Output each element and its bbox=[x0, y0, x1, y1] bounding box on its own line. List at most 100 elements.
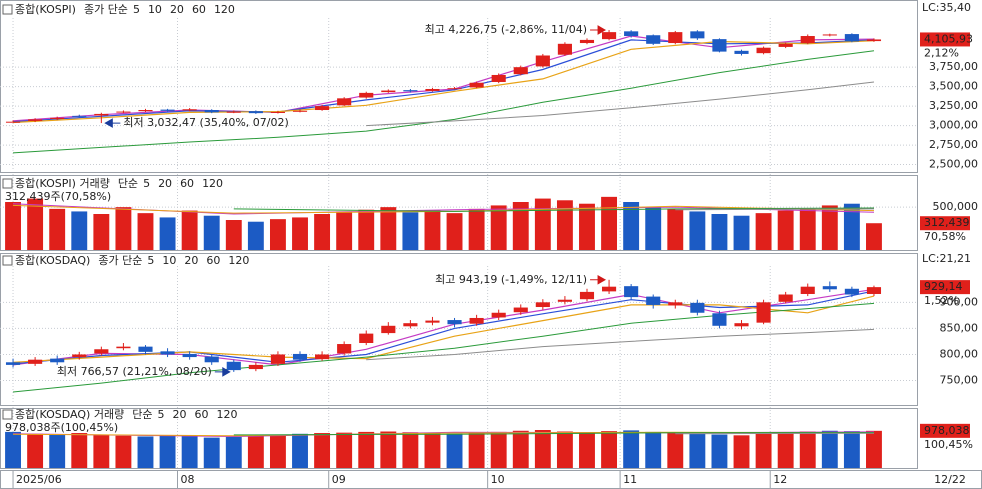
volume-bar bbox=[821, 205, 838, 250]
x-tick-label: 10 bbox=[491, 473, 505, 486]
candle-body bbox=[690, 31, 705, 39]
volume-bar bbox=[667, 432, 684, 468]
candle-body bbox=[535, 55, 550, 67]
volume-bar bbox=[490, 431, 507, 468]
candle-body bbox=[72, 115, 87, 117]
volume-average-line bbox=[233, 432, 875, 436]
volume-bar bbox=[5, 202, 21, 250]
candle-body bbox=[182, 109, 197, 111]
legend-item: 20 bbox=[158, 177, 172, 190]
candle-body bbox=[469, 82, 484, 88]
candle-body bbox=[535, 302, 550, 308]
y-tick-label: 850,00 bbox=[940, 321, 979, 334]
legend-prefix: 종가 단순 bbox=[98, 254, 142, 267]
legend-item: 60 bbox=[194, 408, 208, 421]
volume-bar bbox=[358, 209, 375, 250]
title-icon bbox=[2, 4, 13, 15]
volume-bar bbox=[358, 431, 375, 468]
volume-bar bbox=[402, 212, 419, 250]
last-value-box bbox=[920, 423, 970, 438]
moving-average-line bbox=[12, 50, 875, 154]
candle-body bbox=[72, 354, 87, 358]
candle-body bbox=[646, 35, 661, 44]
panel-frame bbox=[0, 253, 918, 406]
candle-body bbox=[756, 302, 771, 323]
volume-bar bbox=[225, 436, 242, 468]
volume-bar bbox=[5, 431, 21, 468]
legend-item: 120 bbox=[228, 254, 249, 267]
annotation: 최저 766,57 (21,21%, 08/20) bbox=[57, 365, 212, 378]
volume-bar bbox=[468, 208, 485, 250]
candle-body bbox=[866, 39, 882, 42]
moving-average-line bbox=[12, 302, 875, 393]
candle-body bbox=[712, 313, 727, 326]
candle-body bbox=[756, 47, 771, 54]
volume-bar bbox=[269, 219, 286, 250]
last-value-label: 978,038 bbox=[924, 424, 970, 437]
volume-bar bbox=[711, 214, 728, 250]
legend-item: 120 bbox=[216, 408, 237, 421]
legend-item: 60 bbox=[192, 3, 206, 16]
change-label: 70,58% bbox=[924, 230, 966, 243]
volume-bar bbox=[645, 207, 662, 250]
legend-item: 10 bbox=[148, 3, 162, 16]
candle-body bbox=[270, 354, 286, 364]
volume-value-label: 978,038주(100,45%) bbox=[5, 421, 118, 434]
lc-label: LC:35,40 bbox=[922, 1, 971, 14]
volume-bar bbox=[71, 433, 88, 468]
volume-bar bbox=[71, 211, 88, 250]
candle-body bbox=[50, 358, 65, 363]
volume-bar bbox=[579, 432, 595, 468]
candle-body bbox=[359, 333, 374, 343]
candle-body bbox=[94, 113, 109, 116]
candle-body bbox=[160, 351, 175, 355]
volume-bar bbox=[843, 431, 860, 468]
y-tick-label: 3,500,00 bbox=[929, 80, 978, 93]
candle-body bbox=[624, 31, 639, 37]
candle-body bbox=[403, 90, 418, 92]
candle-body bbox=[601, 32, 617, 40]
candle-body bbox=[359, 92, 374, 98]
x-tick-label: 09 bbox=[332, 473, 346, 486]
volume-bar bbox=[269, 434, 286, 468]
legend-item: 60 bbox=[180, 177, 194, 190]
x-tick-label: 08 bbox=[180, 473, 194, 486]
candle-body bbox=[425, 88, 440, 91]
y-tick-label: 800,00 bbox=[940, 347, 979, 360]
annotation: 최저 3,032,47 (35,40%, 07/02) bbox=[123, 116, 288, 129]
candle-body bbox=[469, 317, 484, 324]
candle-body bbox=[579, 39, 595, 44]
candle-body bbox=[94, 349, 109, 354]
candle-body bbox=[248, 111, 263, 114]
x-end-label: 12/22 bbox=[934, 473, 966, 486]
legend-item: 5 bbox=[133, 3, 140, 16]
change-label: 2,12% bbox=[924, 46, 959, 59]
candle-body bbox=[315, 354, 330, 360]
volume-bar bbox=[203, 215, 220, 250]
volume-bar bbox=[777, 210, 794, 250]
volume-bar bbox=[866, 223, 882, 250]
candle-body bbox=[778, 294, 793, 302]
candle-body bbox=[337, 98, 352, 106]
candle-body bbox=[822, 34, 837, 36]
annotation-arrow bbox=[214, 367, 231, 377]
volume-bar bbox=[799, 431, 816, 468]
x-tick-label: 11 bbox=[623, 473, 637, 486]
legend-prefix: 단순 bbox=[118, 177, 138, 190]
candle-body bbox=[800, 36, 815, 44]
candle-body bbox=[425, 320, 440, 323]
candle-body bbox=[160, 109, 175, 111]
legend-prefix: 종가 단순 bbox=[84, 3, 128, 16]
x-tick-label: 2025/06 bbox=[16, 473, 62, 486]
volume-bar bbox=[137, 436, 154, 468]
last-value-label: 312,439 bbox=[924, 216, 970, 229]
candle-body bbox=[822, 286, 837, 290]
volume-bar bbox=[556, 431, 573, 468]
volume-bar bbox=[534, 198, 551, 250]
legend-prefix: 단순 bbox=[132, 408, 152, 421]
panel-title: 종합(KOSPI) 거래량 bbox=[15, 177, 110, 190]
candle-body bbox=[513, 307, 528, 313]
legend-item: 60 bbox=[206, 254, 220, 267]
panel-title: 종합(KOSDAQ) 거래량 bbox=[15, 408, 124, 421]
